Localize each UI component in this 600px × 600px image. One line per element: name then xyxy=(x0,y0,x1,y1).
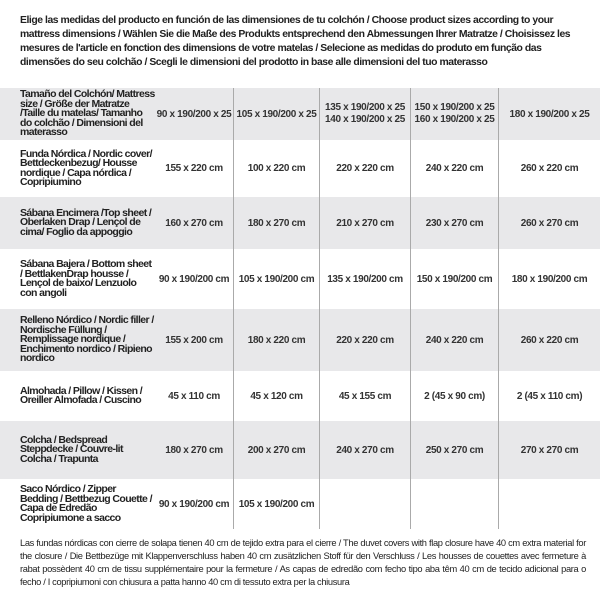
cell: 240 x 270 cm xyxy=(319,421,411,479)
row-label: Funda Nórdica / Nordic cover/ Bettdecken… xyxy=(20,147,153,188)
header-size: 180 x 190/200 x 25 xyxy=(509,108,590,120)
cell: 155 x 200 cm xyxy=(155,309,234,371)
header-size: 105 x 190/200 x 25 xyxy=(236,108,317,120)
cell: 180 x 270 cm xyxy=(155,421,234,479)
cell: 220 x 220 cm xyxy=(319,309,411,371)
cell: 180 x 270 cm xyxy=(233,197,320,249)
table-row: Colcha / Bedspread Steppdecke / Couvre-l… xyxy=(0,421,600,479)
row-label: Colcha / Bedspread Steppdecke / Couvre-l… xyxy=(0,421,155,479)
header-cell: 150 x 190/200 x 25 160 x 190/200 x 25 xyxy=(410,88,499,140)
row-label: Relleno Nórdico / Nordic filler / Nordis… xyxy=(0,309,155,371)
cell: 105 x 190/200 cm xyxy=(233,249,320,309)
header-cell: 105 x 190/200 x 25 xyxy=(233,88,320,140)
header-size: 90 x 190/200 x 25 xyxy=(156,108,232,120)
cell: 90 x 190/200 cm xyxy=(158,498,230,510)
cell: 45 x 110 cm xyxy=(168,390,220,402)
cell: 270 x 270 cm xyxy=(498,421,600,479)
table-row: Saco Nórdico / Zipper Bedding / Bettbezu… xyxy=(0,479,600,529)
cell xyxy=(498,479,600,529)
row-label: Sábana Bajera / Bottom sheet / Bettlaken… xyxy=(20,258,152,299)
row-label: Sábana Encimera /Top sheet / Oberlaken D… xyxy=(0,197,155,249)
header-size: 135 x 190/200 x 25 xyxy=(325,102,405,113)
row-label: Saco Nórdico / Zipper Bedding / Bettbezu… xyxy=(20,483,153,524)
cell: 100 x 220 cm xyxy=(233,140,320,197)
mattress-size-label: Tamaño del Colchón/ Mattress size / Größ… xyxy=(0,88,155,140)
cell: 160 x 270 cm xyxy=(155,197,234,249)
table-row: Funda Nórdica / Nordic cover/ Bettdecken… xyxy=(0,140,600,197)
cell: 200 x 270 cm xyxy=(233,421,320,479)
table-row: Sábana Bajera / Bottom sheet / Bettlaken… xyxy=(0,249,600,309)
cell: 260 x 220 cm xyxy=(498,140,600,197)
table-row: Relleno Nórdico / Nordic filler / Nordis… xyxy=(0,309,600,371)
cell: 45 x 120 cm xyxy=(233,371,320,421)
cell: 90 x 190/200 cm xyxy=(158,273,230,285)
header-cell: 135 x 190/200 x 25 140 x 190/200 x 25 xyxy=(319,88,411,140)
cell: 155 x 220 cm xyxy=(165,163,223,174)
cell: 250 x 270 cm xyxy=(410,421,499,479)
cell: 180 x 190/200 cm xyxy=(498,249,600,309)
header-cell: 180 x 190/200 x 25 xyxy=(498,88,600,140)
cell: 240 x 220 cm xyxy=(410,309,499,371)
table-row: Sábana Encimera /Top sheet / Oberlaken D… xyxy=(0,197,600,249)
cell: 150 x 190/200 cm xyxy=(410,249,499,309)
cell: 2 (45 x 90 cm) xyxy=(410,371,499,421)
cell xyxy=(319,479,411,529)
cell: 45 x 155 cm xyxy=(319,371,411,421)
cell: 260 x 270 cm xyxy=(498,197,600,249)
size-table: Tamaño del Colchón/ Mattress size / Größ… xyxy=(0,88,600,529)
header-row: Tamaño del Colchón/ Mattress size / Größ… xyxy=(0,88,600,140)
cell: 105 x 190/200 cm xyxy=(233,479,320,529)
cell: 230 x 270 cm xyxy=(410,197,499,249)
cell xyxy=(410,479,499,529)
cell: 2 (45 x 110 cm) xyxy=(498,371,600,421)
closure-note: Las fundas nórdicas con cierre de solapa… xyxy=(20,538,586,587)
cell: 240 x 220 cm xyxy=(410,140,499,197)
header-size: 150 x 190/200 x 25 xyxy=(414,102,495,113)
table-row: Almohada / Pillow / Kissen / Oreiller Al… xyxy=(0,371,600,421)
cell: 135 x 190/200 cm xyxy=(319,249,411,309)
header-size: 160 x 190/200 x 25 xyxy=(414,114,495,125)
cell: 210 x 270 cm xyxy=(319,197,411,249)
cell: 260 x 220 cm xyxy=(498,309,600,371)
header-cell: 90 x 190/200 x 25 xyxy=(155,88,234,140)
intro-text: Elige las medidas del producto en funció… xyxy=(20,15,571,68)
cell: 220 x 220 cm xyxy=(319,140,411,197)
cell: 180 x 220 cm xyxy=(233,309,320,371)
header-size: 140 x 190/200 x 25 xyxy=(325,114,405,125)
row-label: Almohada / Pillow / Kissen / Oreiller Al… xyxy=(20,384,143,406)
